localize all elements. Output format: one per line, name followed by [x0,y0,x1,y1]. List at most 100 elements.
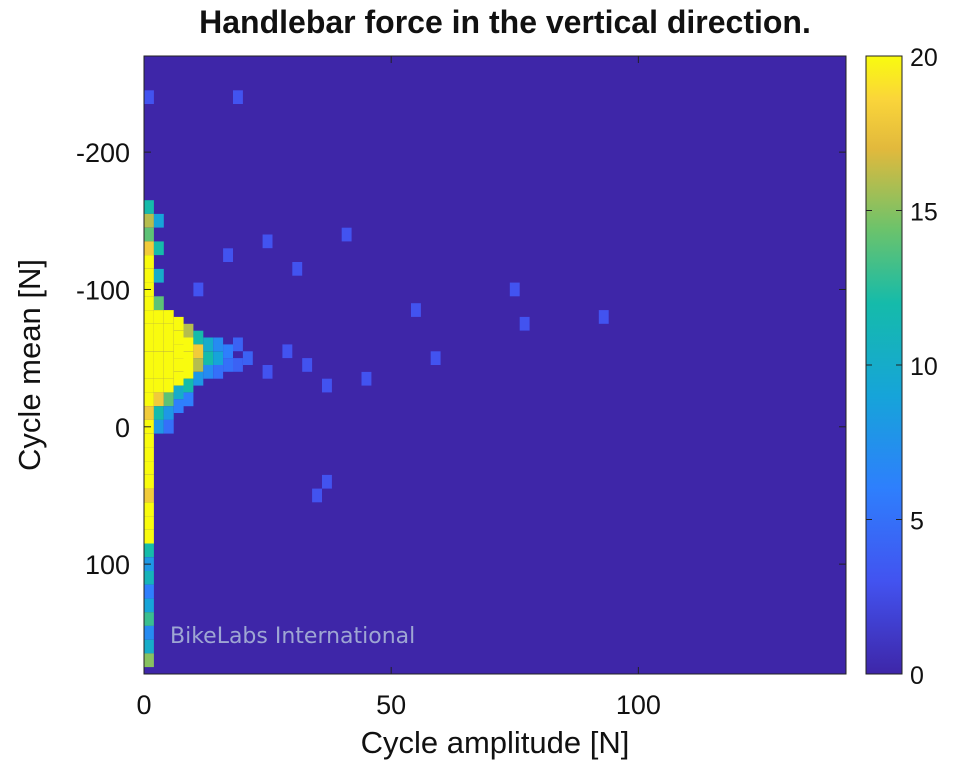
heatmap-cell [153,268,164,283]
heatmap-cell [144,90,154,104]
heatmap-cell [183,392,194,407]
heatmap-cell [242,351,253,365]
y-tick-label: 100 [85,550,130,580]
heatmap-cell [144,543,154,558]
heatmap-cell [302,358,313,372]
heatmap-cell [163,365,174,379]
heatmap-cell [193,344,204,359]
heatmap-cell [341,227,352,242]
heatmap-cell [153,392,164,407]
heatmap-cell [183,351,194,365]
heatmap-cell [213,351,224,365]
y-tick-label: -200 [76,138,130,168]
heatmap-cell [153,406,164,420]
plot-frame [143,55,847,675]
heatmap-cell [144,310,154,324]
heatmap-cell [193,358,204,372]
heatmap-cell [144,612,154,626]
heatmap-cell [411,303,421,317]
heatmap-cell [144,584,154,599]
heatmap-cell [163,392,174,407]
heatmap-cell [163,351,174,365]
watermark-text: BikeLabs International [170,624,416,649]
heatmap-cell [144,213,154,228]
heatmap-cell [193,282,204,297]
heatmap-cell [173,371,184,386]
heatmap-cell [153,296,164,310]
colorbar-ticks: 0 5 10 15 20 [866,44,938,690]
heatmap-cell [213,337,224,352]
heatmap-cell [144,378,154,393]
heatmap-cell [144,392,154,407]
heatmap-cell [144,625,154,640]
colorbar-tick-label: 0 [910,662,924,690]
heatmap-cell [173,399,184,413]
heatmap-cell [144,529,154,544]
heatmap-cell [144,447,154,462]
heatmap-cell [173,330,184,345]
heatmap-cell [153,419,164,434]
heatmap-cell [163,406,174,420]
heatmap-cell [361,371,372,386]
colorbar-tick-label: 20 [910,44,938,72]
heatmap-cell [213,365,224,379]
heatmap-cell [144,406,154,420]
heatmap-cell [183,323,194,338]
y-axis-ticks: -200 -100 0 100 [76,138,846,580]
heatmap-cell [203,365,214,379]
x-tick-label: 0 [136,690,151,720]
colorbar-tick-label: 15 [910,199,938,227]
heatmap-cell [233,90,243,104]
heatmap-cell [153,378,164,393]
heatmap-cell [233,337,243,352]
heatmap-cell [153,241,164,256]
heatmap-cell [144,296,154,310]
heatmap-cell [163,323,174,338]
heatmap-cell [153,310,164,324]
heatmap-cell [203,351,214,365]
heatmap-cell [153,365,164,379]
heatmap-cell [163,310,174,324]
heatmap-cell [262,234,273,249]
x-axis-ticks: 0 50 100 [136,56,661,720]
heatmap-cell [144,365,154,379]
heatmap-cell [144,227,154,242]
heatmap-cell [173,344,184,359]
heatmap-cell [153,323,164,338]
heatmap-cell [144,571,154,585]
heatmap-cell [144,433,154,448]
heatmap-cell [312,488,322,503]
heatmap-cell [163,337,174,352]
heatmap-cell [598,310,609,324]
heatmap-cell [144,474,154,489]
y-tick-label: -100 [76,275,130,305]
heatmap-cell [144,255,154,269]
heatmap-cell [144,516,154,530]
heatmap-cell [262,365,273,379]
heatmap-cell [153,351,164,365]
x-tick-label: 100 [616,690,661,720]
heatmap-cell [144,337,154,352]
chart-title: Handlebar force in the vertical directio… [199,4,811,40]
heatmap-cell [223,344,233,359]
heatmap-cell [430,351,441,365]
heatmap-cell [144,461,154,475]
heatmap-cell [144,653,154,668]
heatmap-cell [144,598,154,613]
heatmap-cell [322,378,332,393]
heatmap-cell [282,344,293,359]
heatmap-cell [292,262,303,276]
heatmap-cell [144,639,154,654]
heatmap-cell [509,282,520,297]
heatmap-cell [144,351,154,365]
heatmap-cell [144,488,154,503]
heatmap-cell [144,241,154,256]
colorbar-tick-label: 10 [910,353,938,381]
x-tick-label: 50 [376,690,406,720]
colorbar-tick-label: 5 [910,508,924,536]
x-axis-label: Cycle amplitude [N] [360,725,630,760]
heatmap-cell [163,419,174,434]
heatmap-cell [144,200,154,214]
